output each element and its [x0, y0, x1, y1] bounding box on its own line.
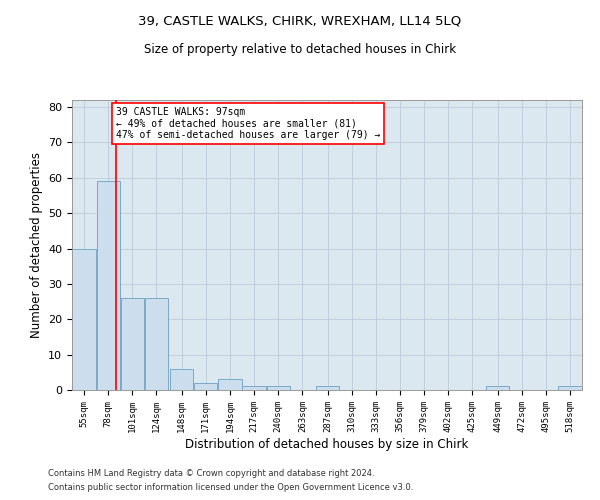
Bar: [97, 182, 120, 390]
Bar: [218, 380, 242, 390]
Bar: [145, 298, 168, 390]
Bar: [486, 386, 509, 390]
Bar: [316, 386, 339, 390]
Bar: [194, 383, 217, 390]
Bar: [73, 248, 96, 390]
Text: Contains HM Land Registry data © Crown copyright and database right 2024.: Contains HM Land Registry data © Crown c…: [48, 468, 374, 477]
Bar: [170, 369, 193, 390]
Text: Size of property relative to detached houses in Chirk: Size of property relative to detached ho…: [144, 42, 456, 56]
X-axis label: Distribution of detached houses by size in Chirk: Distribution of detached houses by size …: [185, 438, 469, 450]
Bar: [558, 386, 581, 390]
Text: Contains public sector information licensed under the Open Government Licence v3: Contains public sector information licen…: [48, 484, 413, 492]
Bar: [242, 386, 266, 390]
Text: 39 CASTLE WALKS: 97sqm
← 49% of detached houses are smaller (81)
47% of semi-det: 39 CASTLE WALKS: 97sqm ← 49% of detached…: [116, 108, 380, 140]
Bar: [266, 386, 290, 390]
Text: 39, CASTLE WALKS, CHIRK, WREXHAM, LL14 5LQ: 39, CASTLE WALKS, CHIRK, WREXHAM, LL14 5…: [139, 15, 461, 28]
Y-axis label: Number of detached properties: Number of detached properties: [29, 152, 43, 338]
Bar: [121, 298, 144, 390]
